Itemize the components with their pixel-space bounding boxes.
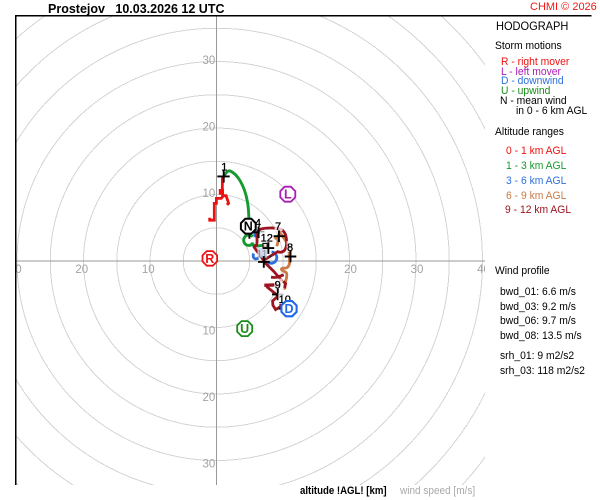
svg-text:30: 30 <box>203 459 216 471</box>
svg-text:D: D <box>284 302 293 316</box>
svg-text:30: 30 <box>9 264 22 276</box>
svg-text:L: L <box>284 188 292 202</box>
svg-text:10: 10 <box>203 326 216 338</box>
svg-text:9: 9 <box>275 280 281 292</box>
svg-text:11: 11 <box>256 249 267 261</box>
svg-text:20: 20 <box>203 392 216 404</box>
svg-text:R: R <box>205 252 214 266</box>
svg-text:20: 20 <box>203 122 216 134</box>
svg-text:7: 7 <box>275 221 281 233</box>
svg-text:10: 10 <box>142 264 155 276</box>
svg-text:30: 30 <box>411 264 424 276</box>
svg-text:N: N <box>244 220 253 234</box>
svg-text:20: 20 <box>75 264 88 276</box>
svg-text:20: 20 <box>344 264 357 276</box>
svg-text:10: 10 <box>203 188 216 200</box>
svg-text:12: 12 <box>261 233 273 245</box>
svg-text:1: 1 <box>221 162 227 174</box>
svg-text:30: 30 <box>203 55 216 67</box>
svg-text:U: U <box>240 322 249 336</box>
svg-text:40: 40 <box>477 264 490 276</box>
svg-text:8: 8 <box>287 242 293 254</box>
svg-text:4: 4 <box>255 217 261 229</box>
